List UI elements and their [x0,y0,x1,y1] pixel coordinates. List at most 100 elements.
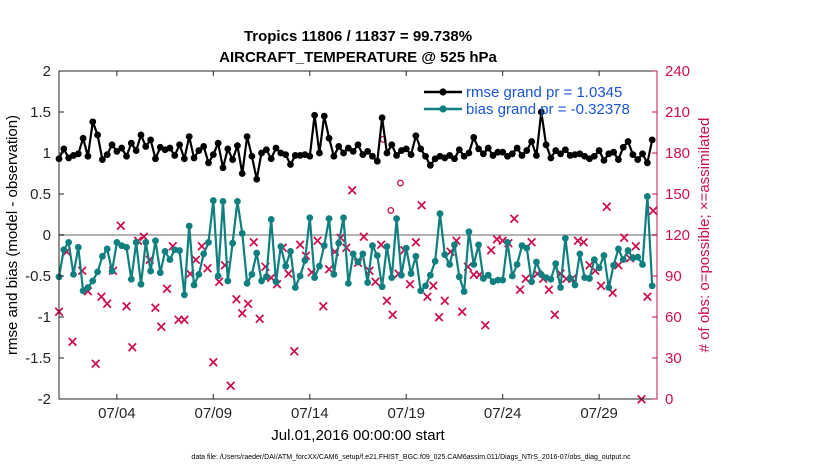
rmse-point [533,152,540,159]
legend: rmse grand pr = 1.0345 bias grand pr = -… [424,84,630,118]
rmse-point [460,152,468,160]
obs-assimilated-marker: × [101,294,114,312]
rmse-point [234,142,241,150]
bias-point [180,291,188,299]
rmse-point [166,144,174,152]
rmse-point [219,164,227,172]
bias-point [70,270,77,278]
bias-point [253,249,261,257]
bias-point [494,276,502,284]
bias-point [156,269,164,277]
rmse-point [369,152,376,160]
rmse-point [528,138,536,145]
bias-point [185,222,193,230]
bias-point [267,216,275,223]
rmse-point [455,146,463,154]
rmse-point [147,136,155,144]
rmse-point [412,132,420,140]
bias-point [301,257,309,264]
rmse-point [132,147,140,154]
bias-point [369,242,376,250]
bias-point [624,247,632,254]
bias-point [214,272,222,280]
obs-assimilated-marker: × [439,292,452,310]
chart-subtitle: AIRCRAFT_TEMPERATURE @ 525 hPa [219,49,497,66]
rmse-point [561,146,569,154]
rmse-point [552,147,560,154]
bias-point [566,275,574,282]
rmse-point [364,147,372,155]
obs-assimilated-marker: × [595,277,608,295]
rmse-point [639,150,646,158]
rmse-point [417,145,425,153]
bias-point [648,282,656,290]
footnote: data file: /Users/raeder/DAI/ATM_forcXX/… [191,454,631,461]
rmse-point [325,134,333,142]
rmse-point [94,131,101,139]
rmse-point [287,161,294,168]
bias-point [142,238,150,246]
bias-point [595,264,603,272]
bias-point [643,193,651,200]
rmse-point [499,148,507,156]
bias-point [359,250,367,258]
rmse-point [378,114,386,122]
rmse-point [185,133,193,141]
bias-point [407,270,415,277]
rmse-point [446,152,454,159]
rmse-point [127,139,135,147]
obs-assimilated-marker: × [207,353,220,371]
rmse-point [205,159,212,167]
bias-point [137,280,145,288]
obs-assimilated-marker: × [114,216,127,234]
obs-assimilated-marker: × [230,290,243,308]
bias-point [455,273,463,281]
bias-point [398,271,405,279]
rmse-point [518,152,526,159]
bias-point [479,275,487,282]
x-axis-label: Jul.01,2016 00:00:00 start [271,427,445,444]
rmse-point [291,152,299,159]
bias-point [504,238,511,246]
bias-point [417,287,425,295]
axis-layer: -2 -1.5 -1 -0.5 0 0.5 1 1.5 2 0 30 60 90 120 150 180 210… [25,63,690,422]
y2-axis-label: # of obs: o=possible; ×=assimilated [696,118,713,353]
rmse-point [272,144,280,152]
bias-point [243,279,251,287]
bias-point [108,267,116,275]
rmse-point [508,150,516,158]
y-tick-label: -1.5 [25,350,51,367]
rmse-point [180,155,188,163]
rmse-point [340,149,347,157]
rmse-point [229,156,237,163]
obs-assimilated-marker: × [514,281,527,299]
obs-assimilated-marker: × [601,197,614,215]
bias-point [475,241,482,249]
obs-assimilated-marker: × [242,294,255,312]
y2-tick-label: 30 [665,350,682,367]
rmse-point [335,143,343,150]
bias-point [113,238,121,246]
rmse-point [262,146,270,154]
rmse-point [311,111,318,119]
rmse-point [590,152,598,160]
x-tick-label: 07/19 [387,405,425,422]
rmse-point [388,141,396,149]
bias-point [378,283,386,291]
obs-possible-marker [387,206,395,214]
rmse-point [253,175,261,183]
bias-point [634,253,642,261]
bias-point [84,284,92,291]
obs-assimilated-marker: × [126,338,139,356]
rmse-point [542,141,550,149]
bias-point [74,243,82,251]
obs-assimilated-marker: × [288,342,301,360]
rmse-point [248,152,256,160]
rmse-point [547,154,555,162]
rmse-point [195,147,203,154]
bias-point [200,250,208,258]
bias-point [316,262,323,270]
rmse-point [629,151,637,159]
bias-point [296,272,304,280]
obs-assimilated-marker: × [375,236,388,254]
